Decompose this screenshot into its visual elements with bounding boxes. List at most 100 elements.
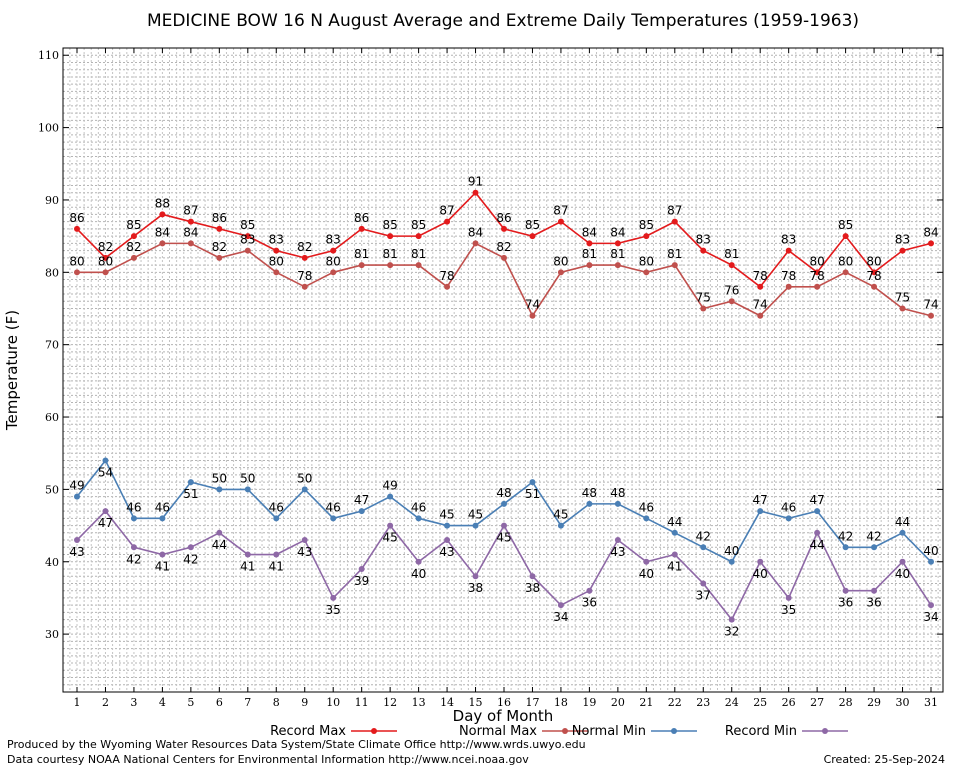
x-tick-label: 2 xyxy=(102,696,109,709)
record-max-data-label: 80 xyxy=(866,254,881,268)
record-max-point xyxy=(301,254,308,261)
record-max-data-label: 85 xyxy=(525,218,540,232)
record-max-point xyxy=(444,218,451,225)
record-min-data-label: 40 xyxy=(639,567,654,581)
record-min-data-label: 40 xyxy=(753,567,768,581)
record-max-data-label: 85 xyxy=(126,218,141,232)
record-min-point xyxy=(415,558,422,565)
normal-max-point xyxy=(216,254,223,261)
normal-max-point xyxy=(415,262,422,269)
y-axis-label: Temperature (F) xyxy=(3,310,21,431)
normal-min-data-label: 40 xyxy=(923,544,938,558)
record-max-data-label: 84 xyxy=(582,225,597,239)
record-max-data-label: 87 xyxy=(439,204,454,218)
x-tick-label: 5 xyxy=(187,696,194,709)
x-tick-label: 16 xyxy=(497,696,511,709)
normal-max-data-label: 80 xyxy=(69,254,84,268)
normal-max-point xyxy=(671,262,678,269)
normal-max-point xyxy=(472,240,479,247)
x-tick-label: 21 xyxy=(639,696,653,709)
normal-max-point xyxy=(757,312,764,319)
record-min-data-label: 43 xyxy=(297,545,312,559)
record-min-data-label: 39 xyxy=(354,574,369,588)
normal-max-data-label: 82 xyxy=(126,240,141,254)
record-max-point xyxy=(74,225,80,232)
record-min-data-label: 40 xyxy=(411,567,426,581)
normal-max-data-label: 75 xyxy=(696,290,711,304)
record-max-data-label: 91 xyxy=(468,175,483,189)
normal-max-point xyxy=(557,269,564,276)
normal-min-data-label: 49 xyxy=(382,479,397,493)
normal-max-point xyxy=(501,254,507,261)
normal-max-point xyxy=(785,283,792,290)
record-min-point xyxy=(757,558,764,565)
record-min-data-label: 44 xyxy=(809,538,824,552)
normal-min-point xyxy=(387,493,394,500)
normal-max-data-label: 74 xyxy=(923,298,938,312)
record-max-data-label: 86 xyxy=(496,211,511,225)
normal-max-data-label: 80 xyxy=(269,254,284,268)
record-max-point xyxy=(529,233,536,240)
x-tick-label: 31 xyxy=(924,696,938,709)
record-max-data-label: 87 xyxy=(183,204,198,218)
record-max-data-label: 78 xyxy=(753,269,768,283)
record-min-data-label: 45 xyxy=(382,531,397,545)
normal-min-data-label: 42 xyxy=(838,529,853,543)
record-min-data-label: 32 xyxy=(724,625,739,639)
record-min-data-label: 37 xyxy=(696,588,711,602)
record-max-point xyxy=(273,247,280,254)
legend-marker-normal-min xyxy=(671,728,677,734)
record-min-data-label: 35 xyxy=(781,603,796,617)
normal-max-point xyxy=(899,305,906,312)
record-min-point xyxy=(614,537,621,544)
record-min-data-label: 41 xyxy=(155,560,170,574)
normal-min-data-label: 49 xyxy=(69,479,84,493)
normal-max-data-label: 84 xyxy=(468,225,483,239)
normal-max-point xyxy=(102,269,109,276)
record-max-data-label: 85 xyxy=(411,218,426,232)
normal-min-data-label: 50 xyxy=(297,471,312,485)
record-max-point xyxy=(187,218,194,225)
record-min-point xyxy=(529,573,536,580)
normal-max-data-label: 81 xyxy=(667,247,682,261)
normal-min-data-label: 40 xyxy=(724,544,739,558)
x-tick-label: 3 xyxy=(130,696,137,709)
y-tick-label: 60 xyxy=(45,411,59,424)
normal-max-point xyxy=(159,240,166,247)
normal-max-data-label: 78 xyxy=(809,269,824,283)
normal-min-data-label: 47 xyxy=(753,493,768,507)
record-max-data-label: 86 xyxy=(212,211,227,225)
x-tick-label: 10 xyxy=(326,696,340,709)
record-max-point xyxy=(814,269,821,276)
normal-max-data-label: 81 xyxy=(582,247,597,261)
normal-max-data-label: 78 xyxy=(866,269,881,283)
record-min-data-label: 43 xyxy=(69,545,84,559)
normal-max-point xyxy=(928,312,934,319)
normal-max-data-label: 81 xyxy=(411,247,426,261)
normal-max-data-label: 74 xyxy=(753,298,768,312)
normal-max-data-label: 80 xyxy=(639,254,654,268)
record-min-data-label: 42 xyxy=(183,552,198,566)
normal-min-data-label: 42 xyxy=(696,529,711,543)
normal-min-point xyxy=(244,486,251,493)
x-tick-label: 17 xyxy=(525,696,539,709)
record-min-point xyxy=(74,537,80,544)
normal-min-data-label: 46 xyxy=(326,500,341,514)
record-max-data-label: 85 xyxy=(382,218,397,232)
record-min-data-label: 38 xyxy=(525,581,540,595)
normal-min-data-label: 54 xyxy=(98,465,113,479)
record-min-point xyxy=(671,551,678,558)
normal-max-data-label: 84 xyxy=(155,225,170,239)
normal-min-point xyxy=(557,522,564,529)
record-max-data-label: 81 xyxy=(724,247,739,261)
normal-min-data-label: 48 xyxy=(610,486,625,500)
normal-max-point xyxy=(273,269,280,276)
normal-min-point xyxy=(928,558,934,565)
record-max-point xyxy=(330,247,337,254)
normal-min-data-label: 48 xyxy=(582,486,597,500)
plot-frame xyxy=(62,47,944,693)
normal-max-data-label: 84 xyxy=(183,225,198,239)
record-min-point xyxy=(586,587,593,594)
